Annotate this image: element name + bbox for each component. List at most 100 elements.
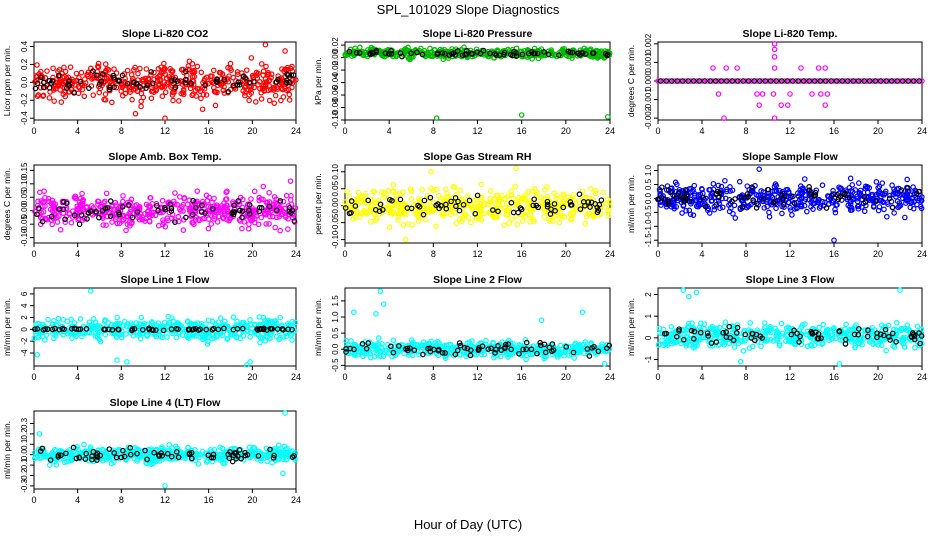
- panel-2-point: [404, 52, 411, 59]
- panel-5-point: [408, 196, 415, 202]
- panel-6-ytick-label: -1.5: [644, 233, 653, 247]
- panel-5-point: [459, 218, 465, 225]
- panel-4-point: [266, 221, 272, 227]
- panel-6-point: [755, 192, 762, 199]
- panel-8-point: [541, 355, 547, 362]
- panel-5-point-black: [594, 209, 601, 216]
- panel-7-point: [230, 314, 237, 320]
- panel-1-point: [109, 99, 115, 106]
- panel-8-xtick-label: 8: [431, 372, 436, 382]
- panel-4-point: [35, 198, 41, 205]
- panel-5-point: [478, 181, 485, 188]
- panel-5-point: [538, 194, 545, 201]
- panel-5-point-black: [415, 202, 421, 209]
- panel-5-point: [443, 186, 449, 193]
- panel-1-point-black: [90, 68, 96, 74]
- panel-7-point: [252, 321, 258, 328]
- panel-3-point: [864, 78, 870, 84]
- panel-2-point-black: [496, 52, 503, 58]
- panel-1-point: [75, 90, 82, 97]
- panel-1-point-black: [115, 77, 121, 84]
- panel-3-point-black: [729, 78, 736, 84]
- panel-1-point: [278, 85, 285, 92]
- panel-6-point: [657, 188, 663, 195]
- panel-6-point-black: [682, 195, 689, 202]
- panel-10-ytick-label: -0.1: [20, 458, 29, 472]
- panel-2-point-black: [501, 49, 508, 56]
- panel-10-xtick-label: 0: [31, 495, 36, 505]
- panel-5-point: [502, 205, 508, 211]
- panel-6-point: [881, 206, 887, 213]
- panel-2-point: [418, 45, 424, 52]
- panel-4-point: [221, 210, 228, 217]
- panel-6-point-black: [716, 194, 722, 201]
- panel-7-point: [187, 321, 193, 327]
- panel-7-point-black: [56, 326, 63, 333]
- panel-1-point: [265, 69, 271, 76]
- panel-6-title: Slope Sample Flow: [742, 151, 839, 163]
- panel-5-point: [392, 201, 399, 208]
- panel-5-point: [386, 224, 393, 231]
- panel-4-frame: [33, 164, 297, 244]
- panel-1-point: [124, 67, 131, 74]
- panel-9-ytick-label: 1: [644, 313, 653, 318]
- panel-3-point-black: [850, 78, 857, 84]
- panel-8-point-black: [454, 347, 461, 354]
- panel-4-title: Slope Amb. Box Temp.: [108, 151, 221, 163]
- panel-9-point: [783, 325, 790, 331]
- panel-8-point-black: [549, 341, 556, 347]
- panel-1-point-black: [119, 72, 126, 79]
- panel-7-point: [234, 318, 240, 325]
- panel-3-outlier: [798, 65, 804, 71]
- panel-6-xtick-label: 12: [785, 249, 795, 259]
- panel-4-point-black: [107, 198, 114, 204]
- panel-7-point-black: [34, 326, 41, 332]
- panel-7-point: [77, 316, 84, 322]
- panel-5-point: [451, 184, 458, 191]
- panel-7-point: [94, 333, 101, 340]
- panel-9-point: [721, 323, 728, 330]
- panel-1-point: [286, 91, 293, 98]
- panel-1-point: [255, 70, 261, 77]
- panel-4-point: [119, 198, 126, 205]
- panel-8-point: [351, 351, 357, 358]
- panel-8-point: [499, 339, 505, 345]
- panel-4-point: [271, 194, 278, 200]
- panel-7-point: [247, 317, 253, 323]
- panel-8-point-black: [390, 349, 397, 356]
- panel-1-point: [131, 67, 137, 73]
- panel-6-point: [904, 176, 910, 183]
- panel-5-point: [494, 192, 501, 199]
- panel-4-point-black: [236, 207, 243, 214]
- panel-4-point: [174, 201, 180, 208]
- panel-4-point-black: [162, 206, 169, 213]
- panel-1-point-black: [288, 72, 295, 78]
- panel-9-point-black: [791, 327, 797, 334]
- panel-8-ytick-label: 1.5: [331, 295, 340, 307]
- panel-6-point: [769, 194, 776, 201]
- panel-4-xtick-label: 16: [204, 249, 214, 259]
- panel-1-point: [180, 86, 187, 93]
- panel-8-point-black: [595, 348, 602, 355]
- panel-6-point: [695, 201, 702, 208]
- panel-4-point: [68, 219, 75, 226]
- panel-5-point: [415, 218, 422, 224]
- panel-4-point: [285, 226, 291, 232]
- panel-5-point: [363, 190, 369, 197]
- panel-3-point: [688, 78, 694, 84]
- panel-3-point: [721, 78, 727, 84]
- panel-1-point: [82, 76, 88, 82]
- panel-4-point-black: [239, 214, 245, 221]
- panel-7-point: [148, 319, 155, 325]
- panel-4-point-black: [258, 205, 265, 211]
- panel-6-point: [849, 182, 856, 188]
- panel-9-point-black: [688, 327, 695, 334]
- panel-6-point-black: [898, 187, 905, 193]
- panel-9-point-black: [698, 329, 704, 336]
- panel-1-point: [129, 96, 135, 103]
- panel-3-outlier: [822, 65, 829, 71]
- panel-2-point-black: [534, 50, 541, 57]
- panel-5-point-black: [474, 192, 481, 199]
- panel-1-point-black: [174, 78, 181, 84]
